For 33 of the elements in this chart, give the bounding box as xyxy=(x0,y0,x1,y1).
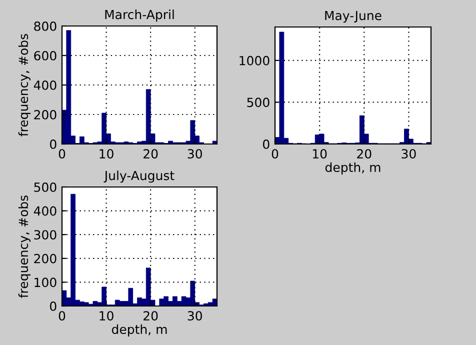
chart-title: March-April xyxy=(105,10,174,22)
y-axis-title: frequency, #obs xyxy=(18,196,30,298)
x-tick-label: 30 xyxy=(188,311,202,321)
x-axis-title: depth, m xyxy=(325,162,380,174)
y-tick-label: 300 xyxy=(34,230,56,240)
y-tick-label: 800 xyxy=(34,21,56,31)
x-tick-label: 20 xyxy=(357,149,372,159)
x-tick-label: 10 xyxy=(312,149,327,159)
y-tick-label: 400 xyxy=(34,206,56,216)
chart-title: May-June xyxy=(325,10,382,23)
y-tick-label: 0 xyxy=(263,139,270,149)
y-tick-label: 500 xyxy=(34,182,56,192)
y-tick-label: 600 xyxy=(34,50,56,60)
y-tick-label: 200 xyxy=(34,110,56,120)
chart-title: July-August xyxy=(104,170,174,183)
x-axis-title: depth, m xyxy=(112,324,167,336)
x-tick-label: 0 xyxy=(58,311,66,321)
y-tick-label: 0 xyxy=(50,301,56,311)
y-axis-title: frequency, #obs xyxy=(18,34,30,136)
y-tick-label: 500 xyxy=(247,98,270,108)
x-tick-label: 20 xyxy=(144,311,158,321)
y-tick-label: 0 xyxy=(50,139,56,149)
y-tick-label: 1000 xyxy=(240,56,270,66)
x-tick-label: 20 xyxy=(144,149,158,159)
x-tick-label: 30 xyxy=(402,149,416,159)
x-tick-label: 30 xyxy=(188,149,202,159)
x-tick-label: 10 xyxy=(100,311,114,321)
y-tick-label: 100 xyxy=(34,278,56,288)
x-tick-label: 0 xyxy=(58,149,66,159)
x-tick-label: 10 xyxy=(100,149,114,159)
y-tick-label: 200 xyxy=(34,254,56,264)
y-tick-label: 400 xyxy=(34,80,56,90)
x-tick-label: 0 xyxy=(272,149,278,159)
